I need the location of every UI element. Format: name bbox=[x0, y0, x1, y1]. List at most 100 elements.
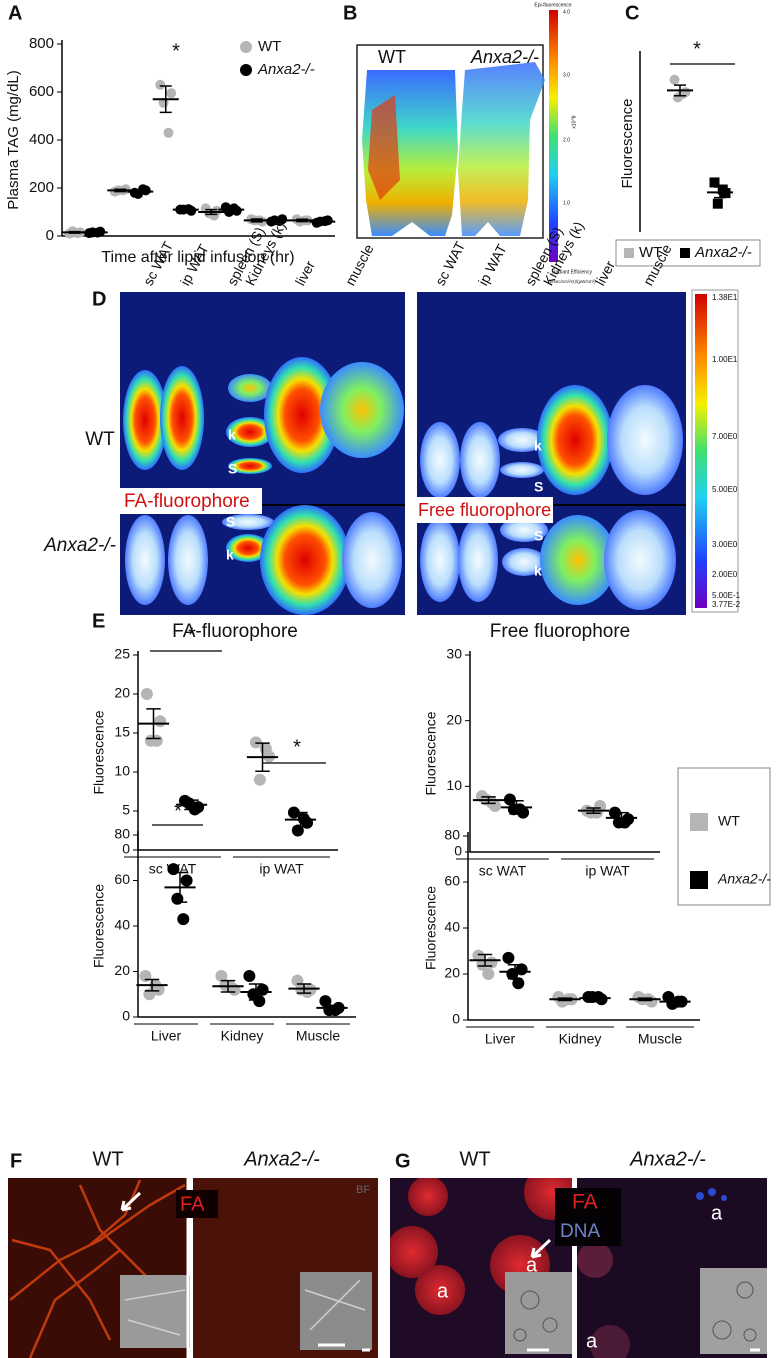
legend-label: WT bbox=[639, 244, 662, 261]
condition-label: Free fluorophore bbox=[418, 500, 551, 520]
y-tick-label: 25 bbox=[114, 646, 130, 662]
tissue bbox=[125, 515, 165, 605]
y-tick-label: 200 bbox=[29, 179, 54, 196]
cell-label: a bbox=[437, 1280, 449, 1302]
error-bar bbox=[205, 208, 218, 216]
data-point bbox=[154, 715, 167, 728]
x-tick-label: Kidney bbox=[221, 1028, 264, 1044]
data-point bbox=[215, 970, 228, 983]
y-axis-label: Fluorescence bbox=[91, 710, 107, 794]
colorbar-tick: 1.0 bbox=[563, 200, 570, 206]
tissue bbox=[123, 370, 167, 470]
error-bar bbox=[144, 978, 160, 992]
condition-label: FA-fluorophore bbox=[124, 491, 250, 512]
error-bar bbox=[134, 189, 147, 194]
data-point bbox=[150, 734, 163, 747]
y-tick-label: 40 bbox=[114, 917, 130, 933]
y-tick-label: 10 bbox=[446, 777, 462, 793]
tissue bbox=[342, 512, 402, 608]
error-bar bbox=[159, 85, 172, 114]
legend-label: Anxa2-/- bbox=[717, 871, 771, 887]
inset bbox=[300, 1272, 372, 1350]
tissue bbox=[226, 417, 274, 447]
nucleus bbox=[708, 1188, 716, 1196]
data-point bbox=[669, 74, 680, 85]
nucleus bbox=[721, 1195, 727, 1201]
tissue bbox=[264, 357, 340, 473]
y-tick-label: 0 bbox=[46, 227, 54, 244]
tissue bbox=[420, 518, 460, 602]
tissue bbox=[222, 514, 274, 530]
x-tick-label: Liver bbox=[151, 1028, 182, 1044]
tissue bbox=[420, 422, 460, 498]
colorbar-tick: 5.00E-1 bbox=[712, 591, 741, 600]
data-point bbox=[163, 127, 174, 138]
y-tick-label: 400 bbox=[29, 131, 54, 148]
label-box bbox=[415, 497, 553, 523]
y-axis-label: Fluorescence bbox=[619, 98, 636, 188]
y-tick-label: 10 bbox=[114, 763, 130, 779]
error-bar bbox=[248, 983, 264, 1001]
legend-label: WT bbox=[718, 813, 740, 829]
colorbar bbox=[695, 294, 707, 608]
data-point bbox=[291, 824, 304, 837]
x-tick-label: Muscle bbox=[638, 1031, 683, 1047]
tissue bbox=[607, 385, 683, 495]
data-point bbox=[253, 773, 266, 786]
data-point bbox=[166, 88, 177, 99]
organ-mark: S bbox=[228, 461, 237, 477]
micrograph-panel-f: FA BF WT Anxa2-/- bbox=[8, 1148, 378, 1358]
tissue-label: liver bbox=[292, 258, 318, 288]
data-point bbox=[512, 977, 525, 990]
error-bar bbox=[146, 708, 161, 740]
y-tick-label: 60 bbox=[444, 873, 460, 889]
panel-label: G bbox=[395, 1150, 411, 1172]
y-tick-label: 600 bbox=[29, 83, 54, 100]
colorbar-tick: 3.00E0 bbox=[712, 540, 738, 549]
colorbar-tick: 1.00E1 bbox=[712, 355, 738, 364]
significance: * bbox=[693, 38, 701, 60]
error-bar bbox=[587, 996, 603, 1001]
error-bar bbox=[557, 997, 573, 1002]
data-point bbox=[180, 874, 193, 887]
colorbar-tick: 5.00E0 bbox=[712, 485, 738, 494]
tissue bbox=[498, 428, 546, 452]
legend-marker bbox=[240, 64, 252, 76]
error-bar bbox=[481, 796, 496, 805]
error-bar bbox=[184, 799, 199, 811]
x-tick-label: Kidney bbox=[559, 1031, 602, 1047]
fiber bbox=[28, 1249, 121, 1358]
data-point bbox=[177, 913, 190, 926]
data-point bbox=[171, 892, 184, 905]
cell-label: a bbox=[586, 1330, 598, 1352]
nucleus bbox=[696, 1192, 704, 1200]
tissues-free bbox=[420, 385, 683, 610]
stain-label: DNA bbox=[560, 1221, 600, 1242]
label-box bbox=[555, 1188, 621, 1246]
colorbar-tick: 3.77E-2 bbox=[712, 600, 741, 609]
panel-label: E bbox=[92, 610, 105, 632]
column-label: Anxa2-/- bbox=[243, 1148, 320, 1170]
legend-marker bbox=[690, 871, 708, 889]
y-tick-label: 5 bbox=[122, 802, 130, 818]
tissue bbox=[540, 515, 616, 605]
colorbar-scale: x10^8 bbox=[571, 115, 577, 128]
panel-label: F bbox=[10, 1150, 22, 1172]
y-tick-label: 20 bbox=[114, 962, 130, 978]
cell bbox=[415, 1265, 465, 1315]
column-label: Anxa2-/- bbox=[629, 1148, 706, 1170]
data-point bbox=[709, 177, 720, 188]
error-bar bbox=[507, 964, 523, 980]
fiber bbox=[11, 1238, 112, 1341]
data-point bbox=[319, 995, 332, 1008]
row-label: Anxa2-/- bbox=[43, 535, 116, 556]
legend-marker bbox=[240, 41, 252, 53]
error-bar bbox=[324, 1004, 340, 1011]
cell bbox=[736, 1281, 754, 1299]
stain-label: FA bbox=[572, 1191, 598, 1214]
imaging-panel-d: 1.38E1 1.00E1 7.00E0 5.00E0 3.00E0 2.00E… bbox=[43, 289, 741, 615]
cell bbox=[408, 1178, 448, 1216]
tissue bbox=[502, 548, 546, 576]
cell bbox=[390, 1226, 438, 1278]
x-axis-label: Time after lipid infusion (hr) bbox=[101, 249, 294, 266]
